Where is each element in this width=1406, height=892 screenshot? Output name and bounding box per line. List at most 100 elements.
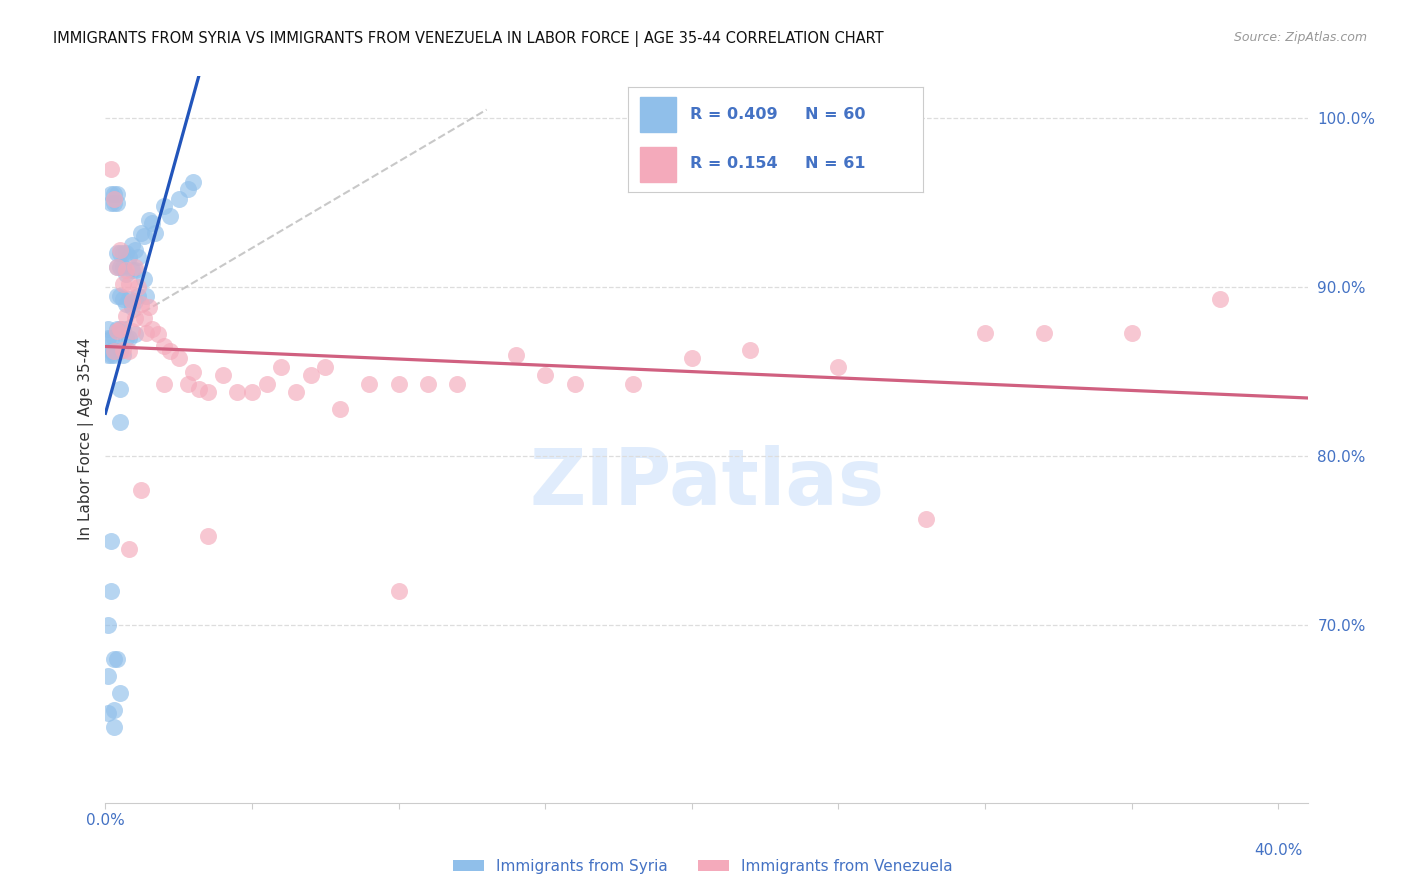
Point	[299, 368, 322, 382]
Point	[118, 542, 141, 557]
Point	[108, 686, 131, 700]
Point	[153, 199, 176, 213]
Point	[105, 652, 128, 666]
Point	[124, 327, 146, 342]
Point	[103, 331, 125, 345]
Point	[127, 280, 149, 294]
Point	[124, 293, 146, 308]
Point	[124, 260, 146, 274]
Point	[112, 322, 135, 336]
Point	[183, 175, 205, 189]
Point	[153, 339, 176, 353]
Point	[108, 322, 131, 336]
Point	[118, 331, 141, 345]
Point	[138, 212, 160, 227]
Point	[183, 365, 205, 379]
Point	[197, 529, 219, 543]
Point	[1208, 292, 1230, 306]
Point	[314, 359, 336, 374]
Point	[132, 229, 155, 244]
Point	[115, 246, 138, 260]
Point	[153, 376, 176, 391]
Point	[1121, 326, 1143, 340]
Point	[100, 187, 122, 202]
Point	[124, 263, 146, 277]
Point	[388, 584, 411, 599]
Point	[388, 376, 411, 391]
Point	[115, 267, 138, 281]
Point	[121, 238, 143, 252]
Point	[270, 359, 292, 374]
Point	[974, 326, 997, 340]
Point	[197, 384, 219, 399]
Point	[188, 382, 211, 396]
Point	[211, 368, 233, 382]
Text: IMMIGRANTS FROM SYRIA VS IMMIGRANTS FROM VENEZUELA IN LABOR FORCE | AGE 35-44 CO: IMMIGRANTS FROM SYRIA VS IMMIGRANTS FROM…	[53, 31, 884, 47]
Point	[112, 246, 135, 260]
Point	[105, 324, 128, 338]
Point	[118, 277, 141, 291]
Point	[108, 344, 131, 359]
Point	[285, 384, 308, 399]
Point	[1032, 326, 1054, 340]
Point	[105, 195, 128, 210]
Point	[115, 331, 138, 345]
Point	[100, 584, 122, 599]
Point	[132, 310, 155, 325]
Point	[129, 483, 152, 497]
Point	[105, 260, 128, 274]
Point	[121, 324, 143, 338]
Point	[143, 226, 166, 240]
Point	[121, 293, 143, 308]
Point	[256, 376, 278, 391]
Text: Source: ZipAtlas.com: Source: ZipAtlas.com	[1233, 31, 1367, 45]
Point	[103, 192, 125, 206]
Point	[416, 376, 439, 391]
Point	[105, 344, 128, 359]
Point	[97, 331, 120, 345]
Point	[100, 344, 122, 359]
Point	[505, 348, 527, 362]
Point	[105, 246, 128, 260]
Point	[108, 260, 131, 274]
Point	[103, 187, 125, 202]
Point	[118, 250, 141, 264]
Point	[105, 288, 128, 302]
Point	[100, 161, 122, 176]
Point	[103, 195, 125, 210]
Point	[105, 260, 128, 274]
Point	[115, 309, 138, 323]
Point	[446, 376, 468, 391]
Point	[141, 322, 163, 336]
Point	[915, 512, 938, 526]
Point	[534, 368, 557, 382]
Point	[103, 703, 125, 717]
Y-axis label: In Labor Force | Age 35-44: In Labor Force | Age 35-44	[79, 338, 94, 541]
Text: 40.0%: 40.0%	[1254, 843, 1302, 858]
Point	[103, 348, 125, 362]
Point	[103, 720, 125, 734]
Point	[108, 382, 131, 396]
Point	[97, 322, 120, 336]
Point	[115, 297, 138, 311]
Point	[240, 384, 263, 399]
Point	[135, 326, 157, 340]
Point	[359, 376, 381, 391]
Point	[148, 327, 170, 342]
Point	[97, 706, 120, 721]
Point	[112, 260, 135, 274]
Point	[112, 277, 135, 291]
Point	[176, 182, 198, 196]
Point	[124, 310, 146, 325]
Point	[329, 401, 352, 416]
Point	[108, 416, 131, 430]
Point	[167, 192, 190, 206]
Point	[621, 376, 644, 391]
Point	[129, 297, 152, 311]
Point	[138, 301, 160, 315]
Point	[108, 322, 131, 336]
Point	[108, 243, 131, 257]
Point	[103, 344, 125, 359]
Point	[100, 348, 122, 362]
Point	[141, 216, 163, 230]
